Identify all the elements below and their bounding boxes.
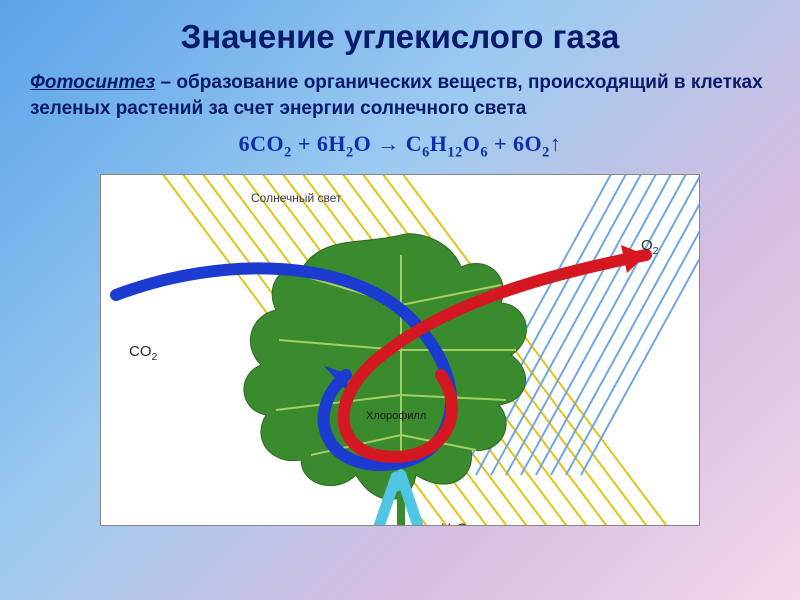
o2-label: O2 — [641, 237, 659, 257]
chlorophyll-label: Хлорофилл — [366, 410, 426, 422]
definition-block: Фотосинтез – образование органических ве… — [30, 70, 770, 121]
photosynthesis-equation: 6CO2 + 6H2O → C6H12O6 + 6O2↑ — [30, 131, 770, 161]
sunlight-label: Солнечный свет — [251, 191, 342, 205]
definition-term: Фотосинтез — [30, 72, 155, 93]
photosynthesis-diagram: Солнечный свет Хлорофилл CO2 O2 H2O — [100, 174, 700, 526]
page-title: Значение углекислого газа — [30, 18, 770, 56]
co2-label: CO2 — [129, 343, 157, 363]
